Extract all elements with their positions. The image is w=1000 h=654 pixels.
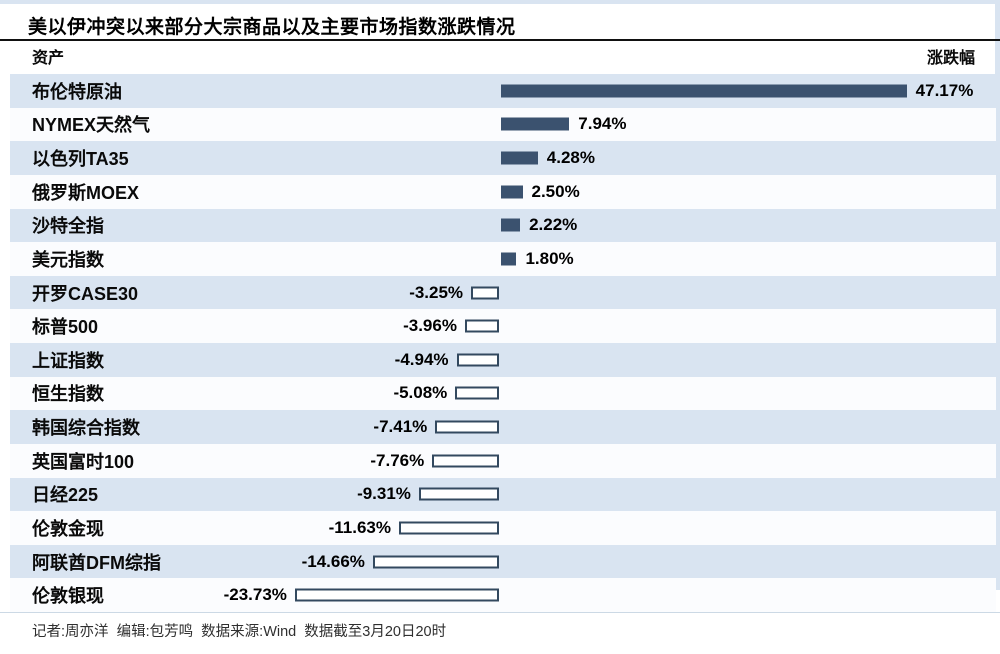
table-row: 伦敦银现 -23.73% bbox=[0, 578, 1000, 612]
value-label: 2.22% bbox=[529, 215, 578, 235]
row-background bbox=[10, 477, 996, 512]
table-row: 标普500 -3.96% bbox=[0, 309, 1000, 343]
value-label: 2.50% bbox=[531, 181, 580, 201]
column-header-row: 资产 涨跌幅 bbox=[0, 44, 1000, 74]
table-row: 开罗CASE30 -3.25% bbox=[0, 275, 1000, 310]
bar-positive bbox=[501, 185, 523, 199]
value-label: -3.25% bbox=[409, 282, 464, 302]
asset-label: 伦敦银现 bbox=[32, 586, 104, 607]
value-label: 47.17% bbox=[915, 80, 974, 100]
asset-label: 开罗CASE30 bbox=[32, 283, 139, 304]
table-row: 美元指数 1.80% bbox=[0, 242, 1000, 276]
bar-negative bbox=[294, 588, 499, 602]
asset-label: 以色列TA35 bbox=[32, 149, 129, 170]
row-background bbox=[10, 309, 996, 343]
title-underline bbox=[0, 39, 1000, 41]
table-row: 日经225 -9.31% bbox=[0, 477, 1000, 512]
bar-positive bbox=[501, 84, 907, 98]
footer-separator bbox=[0, 612, 1000, 613]
asset-label: 布伦特原油 bbox=[32, 81, 122, 102]
asset-label: 英国富时100 bbox=[32, 451, 135, 472]
asset-label: 美元指数 bbox=[32, 249, 104, 270]
bar-negative bbox=[455, 386, 499, 400]
row-background bbox=[10, 544, 996, 579]
value-label: -5.08% bbox=[393, 383, 448, 403]
value-label: -9.31% bbox=[357, 484, 411, 504]
table-row: 英国富时100 -7.76% bbox=[0, 443, 1000, 478]
row-background bbox=[10, 578, 996, 612]
value-label: 4.28% bbox=[546, 148, 595, 168]
bar-negative bbox=[456, 353, 499, 367]
bar-positive bbox=[501, 151, 538, 165]
top-border-strip bbox=[0, 0, 1000, 4]
table-row: 伦敦金现 -11.63% bbox=[0, 511, 1000, 545]
row-background bbox=[10, 443, 996, 478]
asset-label: 上证指数 bbox=[32, 350, 104, 371]
table-row: 恒生指数 -5.08% bbox=[0, 376, 1000, 411]
table-row: 上证指数 -4.94% bbox=[0, 343, 1000, 377]
table-row: NYMEX天然气 7.94% bbox=[0, 107, 1000, 142]
bar-positive bbox=[501, 117, 570, 131]
bar-negative bbox=[464, 319, 499, 333]
value-label: -7.76% bbox=[370, 450, 425, 470]
bar-negative bbox=[435, 420, 499, 434]
bar-positive bbox=[501, 252, 517, 266]
value-label: -3.96% bbox=[403, 316, 457, 336]
credits-footer: 记者:周亦洋 编辑:包芳鸣 数据来源:Wind 数据截至3月20日20时 bbox=[32, 624, 447, 640]
value-label: 7.94% bbox=[578, 114, 627, 134]
bar-negative bbox=[471, 286, 499, 300]
value-label: -23.73% bbox=[223, 585, 287, 605]
page-title: 美以伊冲突以来部分大宗商品以及主要市场指数涨跌情况 bbox=[28, 17, 516, 38]
value-label: -7.41% bbox=[373, 417, 428, 437]
row-background bbox=[10, 343, 996, 377]
asset-label: 标普500 bbox=[32, 317, 99, 338]
table-row: 以色列TA35 4.28% bbox=[0, 141, 1000, 175]
value-label: 1.80% bbox=[525, 248, 574, 268]
bar-positive bbox=[501, 218, 521, 232]
row-background bbox=[10, 511, 996, 545]
table-row: 俄罗斯MOEX 2.50% bbox=[0, 174, 1000, 209]
bar-negative bbox=[398, 521, 499, 535]
asset-label: 韩国综合指数 bbox=[32, 418, 140, 439]
value-label: -4.94% bbox=[394, 349, 449, 369]
asset-label: 日经225 bbox=[32, 485, 99, 506]
table-row: 阿联酋DFM综指 -14.66% bbox=[0, 544, 1000, 579]
bar-negative bbox=[372, 555, 499, 569]
right-border-strip bbox=[995, 0, 1000, 590]
row-background bbox=[10, 410, 996, 444]
row-background bbox=[10, 376, 996, 411]
table-row: 沙特全指 2.22% bbox=[0, 208, 1000, 243]
table-row: 韩国综合指数 -7.41% bbox=[0, 410, 1000, 444]
row-background bbox=[10, 275, 996, 310]
asset-label: 伦敦金现 bbox=[32, 518, 104, 539]
value-label: -14.66% bbox=[301, 551, 365, 571]
asset-label: 沙特全指 bbox=[32, 216, 104, 237]
bar-negative bbox=[432, 454, 499, 468]
table-row: 布伦特原油 47.17% bbox=[0, 74, 1000, 108]
asset-label: 阿联酋DFM综指 bbox=[32, 552, 161, 573]
bar-negative bbox=[418, 487, 499, 501]
column-header-change: 涨跌幅 bbox=[926, 50, 975, 67]
asset-label: NYMEX天然气 bbox=[32, 115, 151, 136]
chart-rows: 布伦特原油 47.17% NYMEX天然气 7.94% 以色列TA35 4.28% 俄罗斯M… bbox=[0, 74, 1000, 612]
value-label: -11.63% bbox=[328, 517, 391, 537]
asset-label: 恒生指数 bbox=[32, 384, 104, 405]
column-header-asset: 资产 bbox=[32, 50, 65, 67]
asset-label: 俄罗斯MOEX bbox=[32, 182, 140, 203]
